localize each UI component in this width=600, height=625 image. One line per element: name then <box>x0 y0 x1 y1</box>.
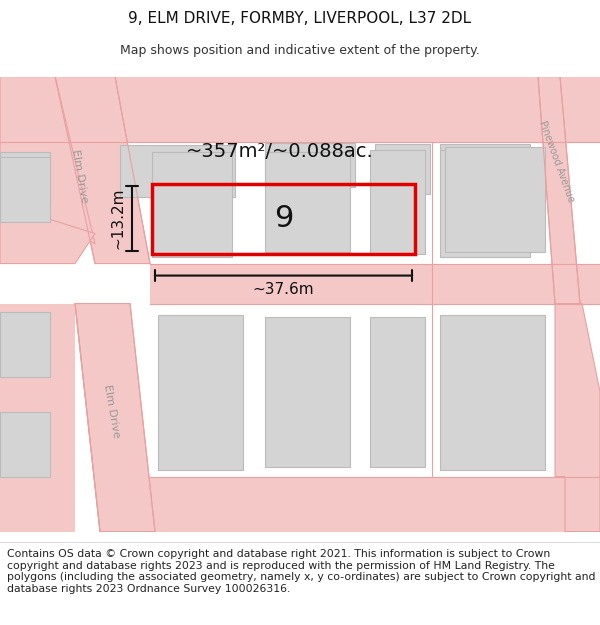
Bar <box>0 311 50 376</box>
Polygon shape <box>75 304 155 531</box>
Bar <box>445 146 545 251</box>
Bar <box>152 151 232 256</box>
Bar <box>150 264 600 304</box>
Bar <box>0 304 75 531</box>
Bar <box>370 316 425 466</box>
Bar <box>370 149 425 254</box>
Bar <box>440 149 530 256</box>
Text: 9: 9 <box>274 204 293 233</box>
Polygon shape <box>0 76 55 141</box>
Text: ~37.6m: ~37.6m <box>253 282 314 297</box>
Text: ~357m²/~0.088ac.: ~357m²/~0.088ac. <box>186 142 374 161</box>
Bar <box>0 156 50 221</box>
Text: Pinewood Avenue: Pinewood Avenue <box>538 119 577 204</box>
Bar <box>265 142 355 186</box>
Bar <box>158 314 243 469</box>
Bar <box>120 144 235 196</box>
Bar <box>152 184 415 254</box>
Bar <box>0 151 50 201</box>
Text: ~13.2m: ~13.2m <box>110 188 125 249</box>
Polygon shape <box>55 76 150 264</box>
Polygon shape <box>555 304 600 531</box>
Bar <box>0 76 600 141</box>
Polygon shape <box>538 76 580 304</box>
Bar <box>265 151 350 251</box>
Bar <box>440 314 545 469</box>
Bar <box>265 316 350 466</box>
Text: Elm Drive: Elm Drive <box>70 149 89 204</box>
Bar <box>375 144 430 194</box>
Text: Contains OS data © Crown copyright and database right 2021. This information is : Contains OS data © Crown copyright and d… <box>7 549 596 594</box>
Bar <box>0 411 50 476</box>
Polygon shape <box>0 204 95 264</box>
Text: Map shows position and indicative extent of the property.: Map shows position and indicative extent… <box>120 44 480 57</box>
Text: 9, ELM DRIVE, FORMBY, LIVERPOOL, L37 2DL: 9, ELM DRIVE, FORMBY, LIVERPOOL, L37 2DL <box>128 11 472 26</box>
Text: Elm Drive: Elm Drive <box>103 384 122 439</box>
Polygon shape <box>0 76 95 244</box>
Bar <box>150 476 600 531</box>
Bar <box>440 144 530 191</box>
